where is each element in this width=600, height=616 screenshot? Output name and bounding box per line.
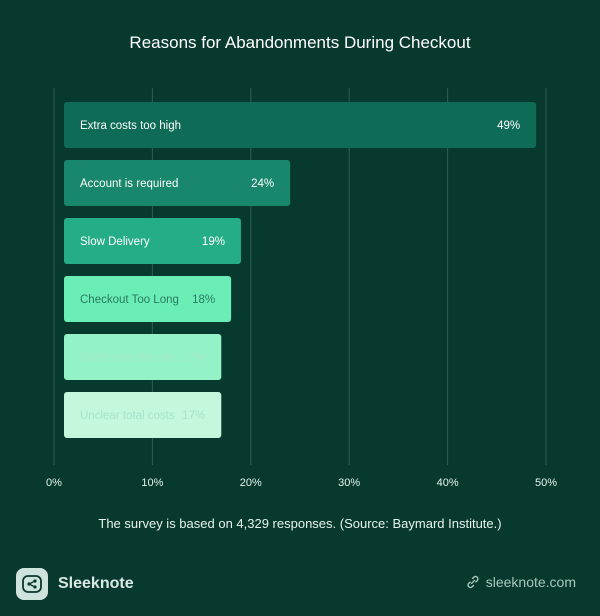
bar — [64, 276, 232, 322]
x-tick-label: 10% — [141, 477, 163, 489]
bar-value-label: 49% — [497, 120, 520, 132]
x-tick-label: 0% — [46, 477, 62, 489]
bar-category-label: Checkout Too Long — [80, 294, 179, 306]
x-tick-label: 20% — [240, 477, 262, 489]
bar-value-label: 17% — [182, 352, 205, 364]
site-link[interactable]: sleeknote.com — [466, 574, 576, 590]
bar-value-label: 17% — [182, 410, 205, 422]
bar — [64, 334, 222, 380]
bar-category-label: Didn't trust the site — [80, 352, 175, 364]
bar-value-label: 19% — [202, 236, 225, 248]
bar-category-label: Extra costs too high — [80, 120, 181, 132]
bar-value-label: 18% — [192, 294, 215, 306]
bar-category-label: Account is required — [80, 178, 178, 190]
share-icon — [16, 568, 48, 600]
bar-value-label: 24% — [251, 178, 274, 190]
bar — [64, 392, 222, 438]
bar-category-label: Unclear total costs — [80, 410, 175, 422]
site-url: sleeknote.com — [485, 574, 576, 590]
bar — [64, 102, 537, 148]
link-icon — [467, 575, 479, 589]
footnote: The survey is based on 4,329 responses. … — [98, 516, 502, 531]
bar — [64, 218, 241, 264]
bar-chart: 0% 10% 20% 30% 40% 50% Extra costs too high 49%… — [46, 88, 557, 489]
x-tick-label: 40% — [437, 477, 459, 489]
brand: Sleeknote — [16, 568, 134, 600]
bar-category-label: Slow Delivery — [80, 236, 150, 248]
x-tick-label: 50% — [535, 477, 557, 489]
x-tick-label: 30% — [338, 477, 360, 489]
bar — [64, 160, 291, 206]
chart-title: Reasons for Abandonments During Checkout — [129, 33, 471, 52]
brand-name: Sleeknote — [58, 575, 134, 592]
